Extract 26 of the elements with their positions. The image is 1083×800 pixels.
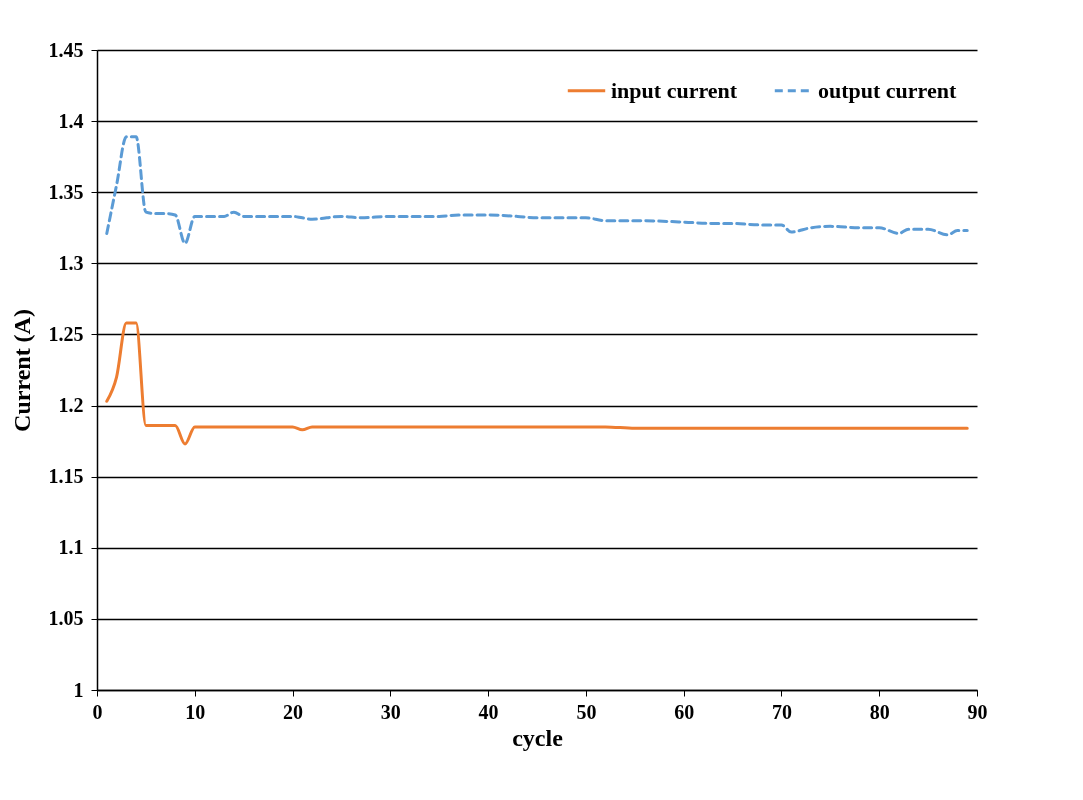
legend-label: output current xyxy=(818,77,957,103)
y-tick-label: 1.3 xyxy=(58,251,84,274)
y-tick-label: 1.15 xyxy=(48,465,84,488)
y-axis-title: Current (A) xyxy=(8,309,35,432)
x-tick-label: 70 xyxy=(771,700,792,723)
x-tick-label: 0 xyxy=(92,700,103,723)
y-tick-label: 1.1 xyxy=(58,536,84,559)
y-tick-label: 1.2 xyxy=(58,394,84,417)
x-tick-label: 80 xyxy=(869,700,890,723)
y-tick-label: 1.35 xyxy=(48,180,84,203)
x-tick-label: 60 xyxy=(674,700,695,723)
line-series xyxy=(105,135,969,245)
y-tick-label: 1 xyxy=(73,678,84,701)
line-series xyxy=(105,321,969,446)
x-tick-label: 50 xyxy=(576,700,597,723)
y-tick-label: 1.25 xyxy=(48,322,84,345)
x-tick-label: 30 xyxy=(380,700,401,723)
y-tick-label: 1.45 xyxy=(48,38,84,61)
x-tick-label: 20 xyxy=(283,700,304,723)
y-tick-label: 1.4 xyxy=(58,109,84,132)
x-tick-label: 40 xyxy=(478,700,499,723)
y-tick-label: 1.05 xyxy=(48,607,84,630)
x-tick-label: 10 xyxy=(185,700,206,723)
legend-label: input current xyxy=(611,77,738,103)
x-axis-title: cycle xyxy=(512,724,564,751)
x-tick-label: 90 xyxy=(967,700,988,723)
